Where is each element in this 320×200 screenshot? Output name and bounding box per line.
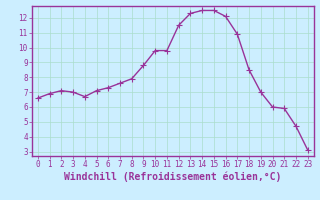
X-axis label: Windchill (Refroidissement éolien,°C): Windchill (Refroidissement éolien,°C) — [64, 172, 282, 182]
